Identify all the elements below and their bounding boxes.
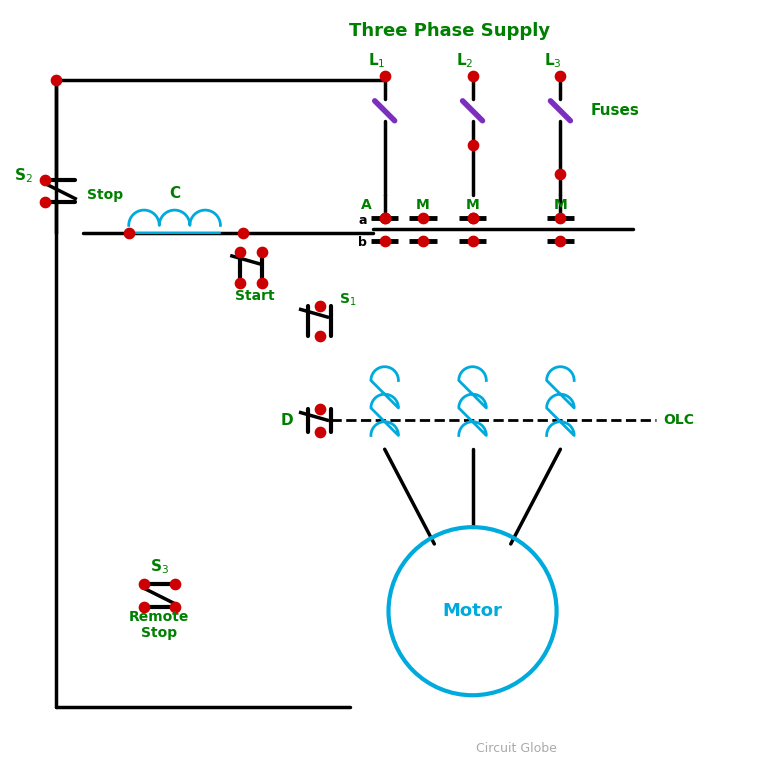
Text: L$_{3}$: L$_{3}$ <box>544 52 562 70</box>
Text: Remote
Stop: Remote Stop <box>129 610 190 640</box>
Point <box>378 212 391 224</box>
Point <box>237 227 249 239</box>
Point <box>416 212 429 224</box>
Text: b: b <box>358 236 367 250</box>
Point <box>466 212 479 224</box>
Point <box>256 277 269 289</box>
Point <box>39 173 51 186</box>
Point <box>123 227 135 239</box>
Point <box>169 601 181 613</box>
Text: Stop: Stop <box>87 188 123 202</box>
Point <box>314 299 326 312</box>
Text: Start: Start <box>235 290 274 303</box>
Point <box>39 196 51 209</box>
Text: L$_{1}$: L$_{1}$ <box>368 52 386 70</box>
Point <box>466 212 479 224</box>
Point <box>466 70 479 83</box>
Text: Fuses: Fuses <box>591 103 639 118</box>
Point <box>169 578 181 591</box>
Text: a: a <box>359 213 367 227</box>
Text: M: M <box>465 198 479 212</box>
Point <box>256 246 269 258</box>
Point <box>378 235 391 247</box>
Point <box>466 139 479 151</box>
Text: Motor: Motor <box>443 602 503 620</box>
Text: L$_{2}$: L$_{2}$ <box>456 52 474 70</box>
Point <box>378 70 391 83</box>
Point <box>233 277 246 289</box>
Point <box>314 330 326 342</box>
Text: Circuit Globe: Circuit Globe <box>476 742 556 756</box>
Text: Three Phase Supply: Three Phase Supply <box>349 21 550 40</box>
Point <box>138 578 150 591</box>
Text: S$_1$: S$_1$ <box>339 291 356 308</box>
Point <box>233 246 246 258</box>
Point <box>466 235 479 247</box>
Point <box>554 212 566 224</box>
Point <box>378 212 391 224</box>
Text: M: M <box>553 198 567 212</box>
Text: M: M <box>416 198 430 212</box>
Text: S$_2$: S$_2$ <box>15 167 33 185</box>
Text: S$_3$: S$_3$ <box>150 558 169 576</box>
Text: A: A <box>361 198 371 212</box>
Point <box>554 235 566 247</box>
Point <box>416 235 429 247</box>
Point <box>314 426 326 438</box>
Point <box>554 168 566 180</box>
Point <box>554 70 566 83</box>
Text: OLC: OLC <box>664 413 695 427</box>
Text: C: C <box>169 186 180 201</box>
Point <box>314 403 326 415</box>
Point <box>50 74 62 86</box>
Text: D: D <box>280 413 293 428</box>
Point <box>138 601 150 613</box>
